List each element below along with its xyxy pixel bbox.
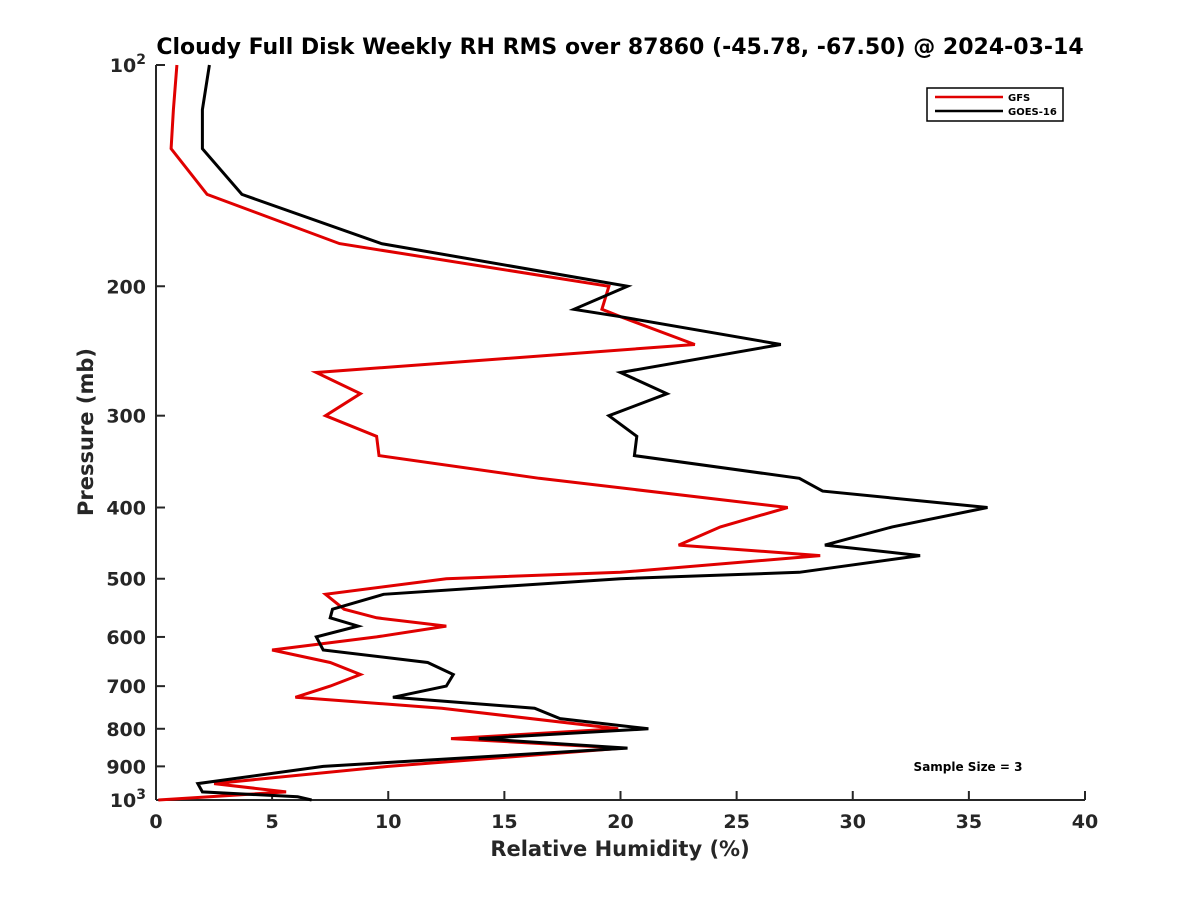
y-tick-label: 300 (106, 406, 146, 428)
series-line-goes16 (195, 64, 988, 802)
chart-title: Cloudy Full Disk Weekly RH RMS over 8786… (156, 35, 1083, 60)
y-tick-label-value: 600 (106, 627, 146, 649)
plot-area: 0 5 10 15 20 25 30 35 40 10220030040050060070080… (106, 52, 1098, 833)
x-axis-ticks: 0 5 10 15 20 25 30 35 40 (149, 791, 1098, 833)
y-tick-label: 500 (106, 569, 146, 591)
y-tick-label: 900 (106, 756, 146, 778)
x-tick-label: 15 (491, 811, 517, 833)
y-tick-label-value: 200 (106, 276, 146, 298)
series-layer (158, 64, 988, 802)
y-tick-label-value: 10 (110, 55, 136, 77)
x-tick-label: 5 (266, 811, 279, 833)
series-line-gfs (158, 64, 821, 802)
y-tick-label: 700 (106, 676, 146, 698)
y-tick-label-value: 800 (106, 719, 146, 741)
x-tick-label: 30 (840, 811, 866, 833)
y-tick-label: 200 (106, 276, 146, 298)
y-tick-label-value: 900 (106, 756, 146, 778)
x-tick-label: 0 (149, 811, 162, 833)
x-tick-label: 40 (1072, 811, 1098, 833)
x-tick-label: 35 (956, 811, 982, 833)
y-tick-label-exponent: 2 (136, 52, 146, 68)
legend: GFS GOES-16 (926, 87, 1064, 122)
y-tick-label-value: 300 (106, 406, 146, 428)
x-axis-label: Relative Humidity (%) (490, 837, 749, 861)
x-tick-label: 10 (375, 811, 401, 833)
y-tick-label-value: 10 (110, 790, 136, 812)
legend-label-gfs: GFS (1008, 93, 1030, 104)
legend-box (926, 87, 1064, 122)
x-tick-label: 20 (607, 811, 633, 833)
y-tick-label: 400 (106, 498, 146, 520)
y-tick-label: 600 (106, 627, 146, 649)
sample-size-annotation: Sample Size = 3 (914, 760, 1023, 774)
x-tick-label: 25 (723, 811, 749, 833)
y-tick-label: 103 (110, 787, 146, 812)
y-tick-label-value: 500 (106, 569, 146, 591)
y-tick-label: 800 (106, 719, 146, 741)
y-tick-label: 102 (110, 52, 146, 77)
y-tick-label-exponent: 3 (136, 787, 146, 803)
legend-label-goes16: GOES-16 (1008, 107, 1057, 118)
y-axis-label: Pressure (mb) (74, 348, 98, 516)
y-tick-label-value: 700 (106, 676, 146, 698)
y-tick-label-value: 400 (106, 498, 146, 520)
